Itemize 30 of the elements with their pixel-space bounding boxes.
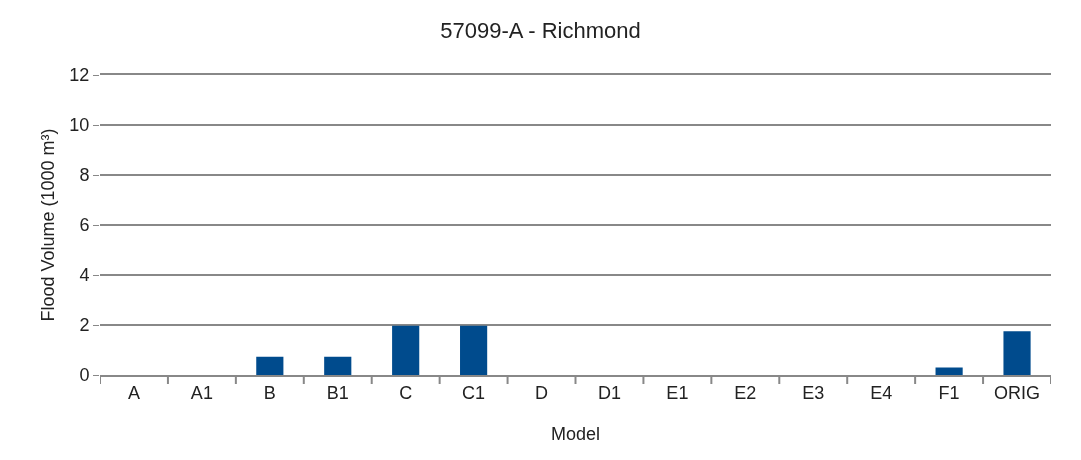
chart-title: 57099-A - Richmond <box>440 18 641 44</box>
x-tick-label: E1 <box>666 382 689 403</box>
bar <box>935 367 963 375</box>
y-tick-label: 6 <box>79 215 90 236</box>
x-tick-label: E2 <box>734 382 757 403</box>
x-tick-label: ORIG <box>994 382 1041 403</box>
x-tick-label: E4 <box>870 382 893 403</box>
x-axis-title: Model <box>550 424 601 444</box>
bar <box>256 356 284 375</box>
x-tick-label: F1 <box>938 382 960 403</box>
x-tick-label: B <box>263 382 276 403</box>
x-tick-label: D1 <box>597 382 621 403</box>
y-axis-title: Flood Volume (1000 m³) <box>38 128 58 322</box>
y-tick-label: 2 <box>79 315 90 336</box>
x-tick-label: C1 <box>462 382 486 403</box>
x-tick-label: A1 <box>190 382 213 403</box>
bar <box>1003 331 1031 375</box>
x-tick-label: B1 <box>326 382 349 403</box>
x-tick-label: E3 <box>802 382 825 403</box>
bar <box>460 325 488 375</box>
y-tick-label: 12 <box>69 65 90 86</box>
bar <box>392 325 420 375</box>
x-tick-label: A <box>127 382 140 403</box>
x-tick-label: D <box>535 382 549 403</box>
bar <box>324 356 352 375</box>
y-tick-label: 8 <box>79 165 90 186</box>
y-tick-label: 4 <box>79 265 90 286</box>
y-tick-label: 10 <box>69 115 90 136</box>
x-tick-label: C <box>399 382 413 403</box>
y-tick-label: 0 <box>79 365 90 386</box>
